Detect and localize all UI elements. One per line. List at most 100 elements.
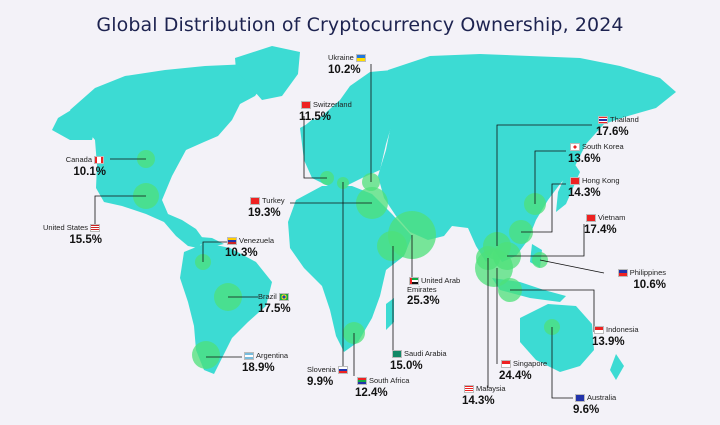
leader-venezuela [202, 241, 232, 262]
label-thailand: Thailand 17.6% [596, 115, 656, 139]
japan-landmass [556, 160, 580, 212]
country-name: Hong Kong [582, 176, 620, 185]
leader-usa [94, 195, 146, 224]
south-korea-flag-icon [570, 143, 580, 151]
ukraine-flag-icon [355, 54, 366, 62]
label-venezuela: Venezuela 10.3% [225, 236, 315, 260]
country-value: 18.9% [242, 361, 275, 374]
page-title: Global Distribution of Cryptocurrency Ow… [96, 14, 624, 36]
leader-hong-kong [521, 183, 566, 233]
country-name: Ukraine [328, 53, 354, 62]
australia-flag-icon [575, 394, 585, 402]
new-zealand-landmass [610, 354, 624, 380]
country-name: South Africa [369, 376, 410, 385]
country-value: 17.4% [584, 223, 617, 236]
leader-vietnam [507, 224, 585, 257]
canada-flag-icon [94, 156, 104, 164]
label-philippines: Philippines 10.6% [596, 268, 666, 292]
madagascar-landmass [386, 298, 394, 330]
greenland-landmass [235, 46, 300, 100]
caribbean-landmass [188, 236, 224, 247]
label-malaysia: Malaysia 14.3% [462, 384, 532, 408]
country-name: Argentina [256, 351, 289, 360]
south-africa-flag-icon [357, 377, 367, 385]
leader-south-korea [534, 150, 566, 204]
bubble-argentina [192, 341, 220, 369]
uk-landmass [302, 118, 318, 144]
label-usa: United States 15.5% [14, 223, 102, 247]
slovenia-flag-icon [337, 366, 348, 374]
country-name: Brazil [258, 292, 277, 301]
vietnam-flag-icon [586, 214, 596, 222]
label-saudi-arabia: Saudi Arabia 15.0% [390, 349, 470, 373]
label-turkey: Turkey 19.3% [248, 196, 308, 220]
turkey-flag-icon [250, 197, 260, 205]
label-uae: United Arab Emirates 25.3% [407, 276, 467, 308]
country-value: 25.3% [407, 295, 440, 308]
country-value: 13.9% [592, 335, 625, 348]
indonesia-flag-icon [594, 326, 604, 334]
label-south-korea: South Korea 13.6% [568, 142, 648, 166]
label-canada: Canada 10.1% [24, 155, 106, 179]
label-vietnam: Vietnam 17.4% [584, 213, 654, 237]
country-name: Saudi Arabia [404, 349, 447, 358]
brazil-flag-icon [278, 293, 289, 301]
switzerland-flag-icon [301, 101, 311, 109]
country-value: 10.3% [225, 246, 258, 259]
country-name: Philippines [629, 268, 666, 277]
country-name: Thailand [610, 115, 639, 124]
country-name: Vietnam [598, 213, 626, 222]
country-name: Singapore [513, 359, 548, 368]
country-name: South Korea [582, 142, 624, 151]
country-value: 10.6% [633, 278, 666, 291]
country-name: Venezuela [239, 236, 275, 245]
north-america-landmass [70, 64, 268, 248]
asia-landmass [378, 54, 676, 262]
leader-switzerland [303, 116, 327, 179]
singapore-flag-icon [501, 360, 511, 368]
label-singapore: Singapore 24.4% [499, 359, 569, 383]
saudi-arabia-flag-icon [392, 350, 402, 358]
country-name: Switzerland [313, 100, 352, 109]
label-indonesia: Indonesia 13.9% [592, 325, 662, 349]
thailand-flag-icon [598, 116, 608, 124]
usa-flag-icon [90, 224, 100, 232]
country-name: United Arab Emirates [407, 276, 461, 294]
country-name: Canada [65, 155, 92, 164]
leader-thailand [496, 124, 592, 246]
hong-kong-flag-icon [570, 177, 580, 185]
label-argentina: Argentina 18.9% [242, 351, 322, 375]
country-name: Malaysia [476, 384, 506, 393]
country-name: United States [42, 223, 88, 232]
label-ukraine: Ukraine 10.2% [328, 53, 388, 77]
leader-indonesia [510, 289, 595, 332]
label-hong-kong: Hong Kong 14.3% [568, 176, 648, 200]
country-value: 17.5% [258, 302, 291, 315]
australia-landmass [520, 304, 594, 372]
venezuela-flag-icon [227, 237, 237, 245]
country-value: 13.6% [568, 152, 601, 165]
label-south-africa: South Africa 12.4% [355, 376, 435, 400]
country-value: 10.1% [73, 165, 106, 178]
country-value: 12.4% [355, 386, 388, 399]
country-value: 14.3% [568, 186, 601, 199]
country-name: Turkey [262, 196, 285, 205]
label-slovenia: Slovenia 9.9% [307, 365, 377, 389]
country-value: 10.2% [328, 63, 361, 76]
uae-flag-icon [409, 277, 419, 285]
country-value: 19.3% [248, 206, 281, 219]
leader-philippines [539, 259, 605, 274]
label-brazil: Brazil 17.5% [258, 292, 328, 316]
malaysia-flag-icon [464, 385, 474, 393]
country-value: 11.5% [299, 110, 331, 123]
country-name: Australia [587, 393, 617, 402]
country-name: Indonesia [606, 325, 639, 334]
argentina-flag-icon [244, 352, 254, 360]
country-value: 14.3% [462, 394, 495, 407]
europe-landmass [300, 70, 398, 186]
country-name: Slovenia [307, 365, 336, 374]
label-switzerland: Switzerland 11.5% [299, 100, 369, 124]
philippines-flag-icon [617, 269, 628, 277]
alaska-landmass [52, 101, 98, 140]
